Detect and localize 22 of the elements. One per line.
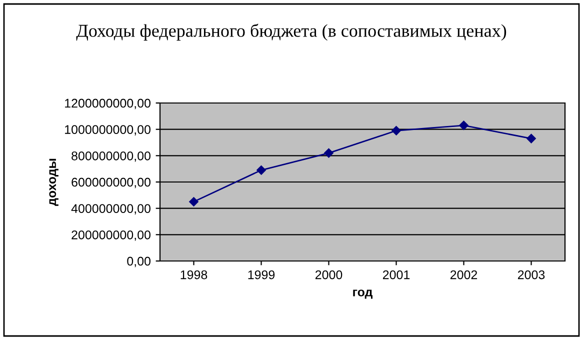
y-tick-label: 400000000,00 — [71, 204, 150, 214]
x-axis-title: год — [353, 290, 372, 299]
y-tick-label: 1000000000,00 — [65, 125, 150, 136]
point — [459, 120, 468, 130]
chart-title: Доходы федерального бюджета (в сопоставимых ценах) — [76, 24, 506, 41]
y-tick-label: 0,00 — [127, 256, 150, 268]
x-tick-label: 2002 — [450, 270, 478, 280]
point — [526, 134, 536, 144]
y-tick-label: 600000000,00 — [72, 178, 150, 188]
y-tick-label: 200000000,00 — [72, 230, 150, 241]
x-tick-label: 2001 — [382, 270, 410, 280]
point — [392, 126, 401, 136]
y-tick-label: 1200000000,00 — [65, 98, 150, 110]
x-tick-label: 2003 — [518, 270, 545, 280]
point — [324, 148, 334, 158]
y-tick-label: 800000000,00 — [72, 151, 150, 162]
x-tick-label: 1998 — [180, 270, 208, 280]
point — [256, 166, 266, 175]
point — [189, 197, 198, 206]
x-tick-label: 2000 — [315, 270, 342, 280]
x-tick-label: 1999 — [248, 270, 275, 280]
y-axis-title: доходы — [49, 158, 58, 206]
